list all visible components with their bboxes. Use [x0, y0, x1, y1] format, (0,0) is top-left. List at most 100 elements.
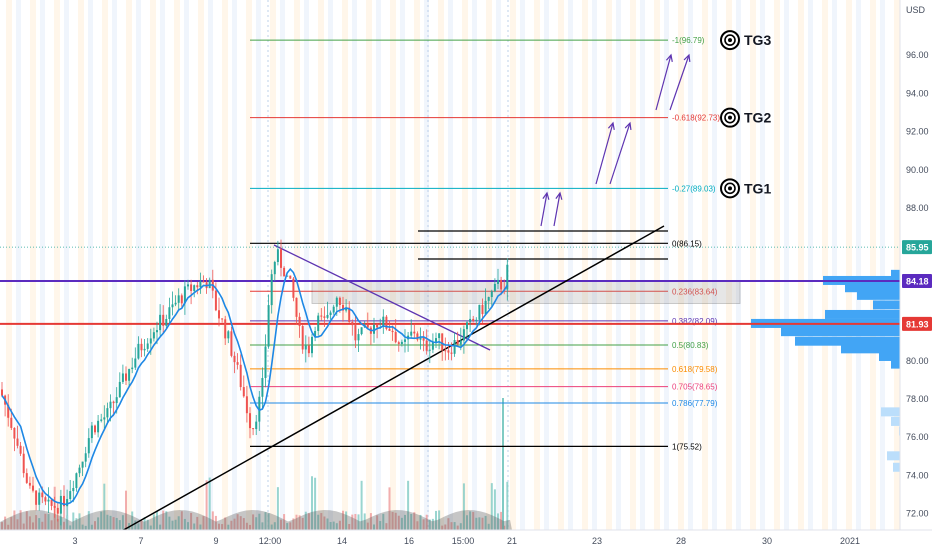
volume-bar	[258, 513, 261, 530]
bg-stripe-warm	[390, 0, 396, 530]
candle-body	[196, 285, 199, 288]
bg-stripe-warm	[894, 0, 900, 530]
horizontal-lines	[0, 246, 900, 325]
target-icon-dot	[728, 186, 732, 191]
bg-stripe-cool	[112, 0, 117, 530]
volume-bar	[422, 519, 425, 530]
price-tick-label: 76.00	[906, 432, 929, 442]
volume-bar	[450, 522, 453, 530]
candle-body	[171, 304, 174, 308]
volume-bar	[345, 511, 348, 530]
target-icon-dot	[728, 115, 732, 120]
candle-body	[493, 283, 496, 292]
candle-body	[270, 274, 273, 306]
volume-bar	[63, 521, 65, 530]
candle-body	[115, 397, 118, 404]
volume-bar	[292, 518, 295, 530]
volume-bar	[441, 525, 444, 530]
candle-body	[224, 319, 227, 339]
candle-body	[214, 290, 217, 311]
volume-bar	[72, 512, 75, 530]
bg-stripe-cool	[472, 0, 477, 530]
candle-body	[109, 401, 112, 409]
time-tick-label: 28	[676, 536, 686, 546]
candle-body	[190, 284, 193, 292]
target-label: TG2	[744, 110, 771, 126]
volume-bar	[224, 517, 227, 530]
candle-body	[56, 507, 59, 514]
candle-body	[162, 314, 165, 326]
currency-label: USD	[906, 5, 926, 15]
bg-stripe-cool	[16, 0, 21, 530]
volume-bar	[13, 510, 16, 530]
candle-body	[283, 267, 286, 277]
volume-bar	[301, 517, 304, 530]
volume-bar	[193, 523, 196, 530]
candle-body	[103, 417, 106, 420]
volume-bar	[168, 516, 171, 530]
candle-body	[357, 334, 360, 341]
candle-body	[218, 310, 220, 319]
candle-body	[100, 419, 103, 421]
candle-body	[360, 327, 363, 335]
candle-body	[28, 482, 31, 486]
price-tick-label: 88.00	[906, 203, 929, 213]
bg-stripe-cool	[640, 0, 645, 530]
candlesticks	[1, 239, 509, 526]
price-tags: 85.95 84.18 81.93	[902, 240, 932, 331]
candle-body	[329, 312, 332, 315]
candle-body	[165, 318, 168, 326]
candle-body	[94, 425, 96, 433]
bg-stripe-cool	[328, 0, 333, 530]
volume-bar	[469, 511, 472, 530]
bg-stripe-warm	[366, 0, 372, 530]
bg-stripe-warm	[222, 0, 228, 530]
volume-bar	[431, 518, 434, 530]
volume-bar	[388, 487, 391, 530]
volume-bar	[19, 510, 22, 530]
candle-body	[121, 373, 124, 382]
candle-body	[425, 340, 428, 351]
bg-stripe-cool	[448, 0, 453, 530]
candle-body	[78, 467, 81, 474]
candle-body	[410, 331, 413, 336]
volume-spike	[502, 398, 504, 530]
volume-bar	[419, 514, 422, 530]
bg-stripe-cool	[424, 0, 429, 530]
candle-body	[137, 343, 140, 359]
candle-body	[202, 281, 205, 283]
candle-body	[249, 413, 251, 429]
volume-bar	[360, 480, 363, 530]
volume-profile-bar	[825, 309, 931, 319]
volume-bar	[4, 516, 7, 530]
candle-body	[332, 306, 335, 313]
candle-body	[72, 488, 75, 492]
volume-bar	[289, 522, 292, 530]
candle-body	[422, 337, 425, 341]
fib-level-label: -0.27(89.03)	[672, 184, 716, 193]
bg-stripe-warm	[126, 0, 132, 530]
volume-bar	[264, 512, 267, 530]
candle-body	[444, 350, 447, 352]
volume-bar	[462, 483, 465, 530]
volume-bar	[497, 513, 499, 530]
volume-bar	[190, 512, 193, 530]
projection-arrow	[595, 122, 614, 185]
volume-bar	[211, 511, 214, 530]
bg-stripe-cool	[400, 0, 405, 530]
candle-body	[87, 438, 90, 454]
volume-profile-bar	[781, 327, 931, 337]
candle-body	[317, 315, 320, 331]
volume-bar	[295, 514, 298, 530]
candle-body	[338, 297, 341, 305]
target-markers: TG1 TG2 TG3	[720, 30, 771, 199]
candle-body	[276, 249, 279, 263]
candle-body	[481, 304, 484, 315]
time-axis: 3 7 9 12:00 14 16 15:00 21 23 28 30 2021	[0, 529, 932, 550]
candle-body	[208, 279, 211, 289]
descending-trendline	[273, 244, 491, 351]
projection-arrowhead	[683, 53, 691, 63]
candle-body	[404, 339, 406, 342]
volume-bar	[174, 519, 177, 530]
